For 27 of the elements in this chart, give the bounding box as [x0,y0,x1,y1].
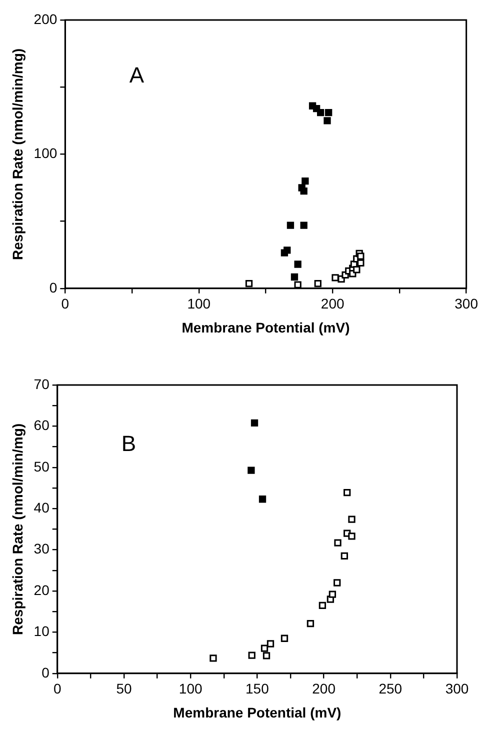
annotation: A [129,62,144,88]
x-tick-label: 150 [246,680,270,697]
x-tick-label: 300 [445,680,469,697]
x-axis-title: Membrane Potential (mV) [173,704,342,720]
y-axis-title: Respiration Rate (nmol/min/mg) [9,423,26,635]
y-tick-label: 70 [34,376,50,392]
y-tick-label: 20 [34,582,50,598]
y-tick-label: 0 [49,279,58,296]
x-tick-label: 200 [320,296,344,312]
y-tick-label: 40 [34,499,50,516]
x-tick-label: 200 [312,680,336,697]
x-tick-label: 250 [378,680,402,697]
y-tick-label: 50 [34,458,50,474]
x-tick-label: 100 [187,296,211,312]
x-tick-label: 300 [454,296,478,312]
annotation: B [121,431,136,456]
x-axis-title: Membrane Potential (mV) [182,319,350,336]
y-tick-label: 60 [34,417,50,434]
x-tick-label: 50 [116,680,132,697]
y-axis-title: Respiration Rate (nmol/min/mg) [9,48,26,260]
x-tick-label: 0 [61,296,70,312]
y-tick-label: 30 [34,540,50,557]
y-tick-label: 10 [34,623,50,640]
y-tick-label: 0 [42,664,50,680]
x-tick-label: 100 [178,680,202,697]
y-tick-label: 200 [34,10,58,27]
y-tick-label: 100 [34,145,58,162]
